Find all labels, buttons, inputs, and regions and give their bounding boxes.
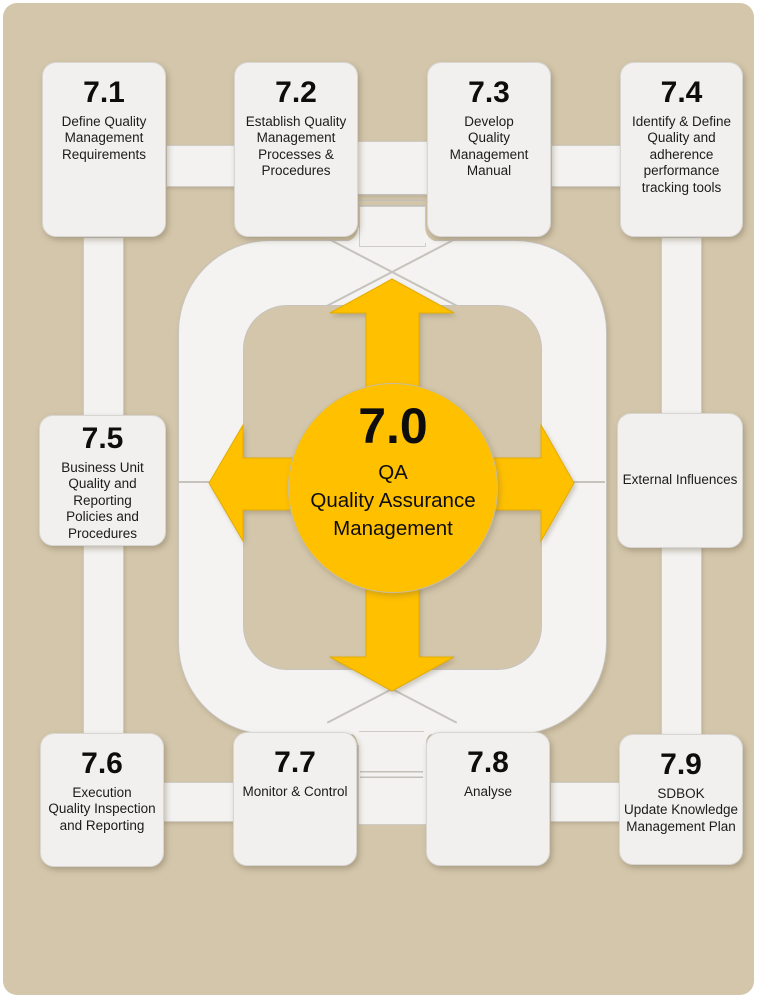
node-label: Define Quality Management Requirements (61, 113, 147, 162)
node-label: External Influences (622, 472, 738, 488)
node-7-5: 7.5 Business Unit Quality and Reporting … (39, 415, 166, 546)
node-number: 7.4 (660, 76, 703, 109)
node-7-1: 7.1 Define Quality Management Requiremen… (42, 62, 166, 237)
node-label: Monitor & Control (242, 783, 348, 799)
node-number: 7.1 (83, 76, 125, 109)
node-label: Execution Quality Inspection and Reporti… (48, 784, 156, 833)
node-external-influences: External Influences (617, 413, 743, 548)
node-7-6: 7.6 Execution Quality Inspection and Rep… (40, 733, 164, 867)
bottom-connector-stripes (360, 771, 423, 782)
center-node-label: QA Quality Assurance Management (310, 461, 476, 540)
node-number: 7.3 (468, 76, 510, 109)
node-label: Analyse (463, 783, 513, 799)
seam-middle-left (178, 481, 210, 483)
connector-bar-7-2-to-7-3 (357, 141, 429, 195)
node-label: Develop Quality Management Manual (449, 113, 529, 179)
node-7-8: 7.8 Analyse (426, 732, 550, 866)
node-label: Establish Quality Management Processes &… (245, 113, 347, 179)
node-7-4: 7.4 Identify & Define Quality and adhere… (620, 62, 743, 237)
connector-top-center-column (359, 206, 426, 247)
node-label: SDBOK Update Knowledge Management Plan (623, 785, 739, 834)
seam-middle-right (573, 481, 605, 483)
center-node-number: 7.0 (358, 398, 428, 454)
node-7-3: 7.3 Develop Quality Management Manual (427, 62, 551, 237)
node-7-7: 7.7 Monitor & Control (233, 732, 357, 866)
center-node-7-0: 7.0 QA Quality Assurance Management (288, 383, 498, 593)
node-7-9: 7.9 SDBOK Update Knowledge Management Pl… (619, 734, 743, 865)
node-number: 7.6 (81, 747, 123, 780)
node-label: Business Unit Quality and Reporting Poli… (61, 459, 144, 541)
node-number: 7.9 (660, 748, 702, 781)
node-number: 7.7 (274, 746, 316, 779)
node-number: 7.2 (275, 76, 317, 109)
connector-bar-7-3-to-7-4 (551, 145, 622, 187)
node-number: 7.8 (467, 746, 509, 779)
connector-bar-7-6-to-7-7 (163, 782, 235, 822)
node-7-2: 7.2 Establish Quality Management Process… (234, 62, 358, 237)
connector-bar-7-8-to-7-9 (550, 782, 622, 822)
connector-bar-7-1-to-7-2 (166, 145, 236, 187)
node-number: 7.5 (81, 422, 124, 455)
node-label: Identify & Define Quality and adherence … (631, 113, 732, 195)
top-connector-stripes (358, 194, 425, 207)
